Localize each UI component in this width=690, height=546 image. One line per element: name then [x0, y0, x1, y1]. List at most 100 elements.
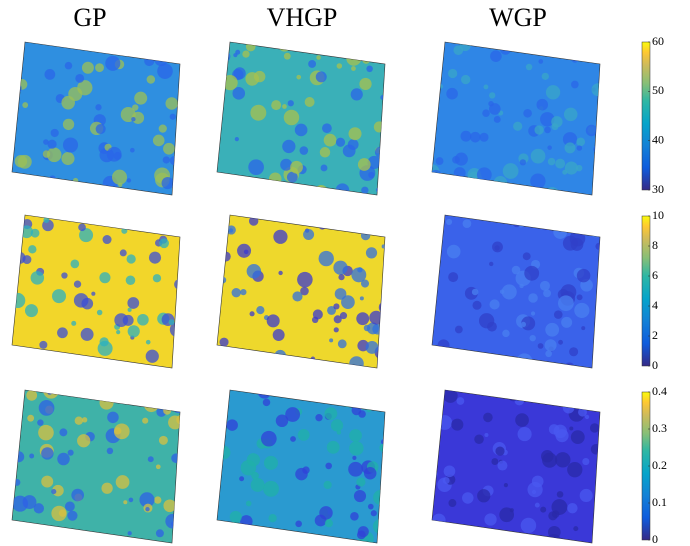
map-spot — [564, 108, 578, 122]
map-spot — [477, 167, 492, 182]
map-spot — [542, 73, 549, 80]
map-spot — [320, 147, 330, 157]
map-spot — [555, 159, 565, 169]
map-spot — [169, 319, 175, 325]
map-spot — [19, 527, 32, 540]
map-spot — [365, 44, 377, 56]
map-spot — [354, 490, 366, 502]
map-spot — [470, 132, 481, 143]
map-spot — [59, 428, 67, 436]
map-spot — [504, 483, 508, 487]
map-spot — [216, 245, 226, 255]
map-spot — [517, 353, 533, 369]
map-spot — [130, 148, 135, 153]
map-spot — [221, 61, 226, 66]
map-spot — [220, 277, 227, 284]
map-spot — [282, 140, 295, 153]
map-spot — [75, 74, 84, 83]
map-spot — [43, 150, 50, 157]
map-spot — [44, 69, 55, 80]
map-spot — [477, 489, 490, 502]
map-spot — [22, 102, 28, 108]
map-spot — [25, 304, 38, 317]
map-spot — [269, 514, 277, 522]
map-spot — [357, 267, 362, 272]
map-spot — [149, 252, 161, 264]
map-spot — [240, 515, 253, 528]
map-spot — [571, 56, 578, 63]
map-spot — [10, 272, 19, 281]
map-spot — [74, 281, 81, 288]
map-spot — [73, 178, 78, 183]
map-spot — [173, 402, 184, 413]
map-spot — [127, 254, 136, 263]
map-spot — [99, 272, 110, 283]
map-spot — [29, 454, 34, 459]
map-spot — [567, 462, 582, 477]
map-spot — [282, 104, 287, 109]
map-spot — [296, 75, 301, 80]
map-spot — [8, 181, 15, 188]
map-spot — [126, 275, 136, 285]
map-spot — [219, 51, 231, 63]
map-spot — [82, 417, 87, 422]
map-spot — [453, 45, 463, 55]
map-spot — [217, 348, 228, 359]
map-spot — [295, 521, 302, 528]
map-spot — [162, 46, 170, 54]
map-spot — [380, 497, 387, 504]
figure: GP VHGP WGP 30405060024681000.10.20.30.4 — [0, 0, 690, 546]
map-spot — [482, 109, 490, 117]
map-spot — [343, 144, 356, 157]
map-spot — [490, 299, 500, 309]
map-spot — [334, 315, 342, 323]
map-spot — [521, 322, 526, 327]
map-spot — [235, 50, 240, 55]
map-spot — [333, 303, 339, 309]
map-spot — [63, 119, 74, 130]
map-spot — [361, 187, 368, 194]
map-spot — [540, 281, 550, 291]
map-spot — [163, 143, 175, 155]
colorbar-tick-label: 0.3 — [652, 421, 667, 435]
map-spot — [68, 450, 74, 456]
map-spot — [51, 489, 56, 494]
map-spot — [427, 356, 442, 371]
map-spot — [147, 75, 155, 83]
map-spot — [366, 341, 379, 354]
map-spot — [250, 105, 266, 121]
map-spot — [213, 215, 225, 227]
map-spot — [452, 156, 460, 164]
map-spot — [161, 217, 174, 230]
map-spot — [116, 330, 120, 334]
map-spot — [548, 526, 561, 539]
column-title: GP — [73, 3, 106, 32]
colorbar-tick-label: 60 — [652, 34, 664, 48]
map-spot — [573, 526, 578, 531]
map-spot — [123, 500, 127, 504]
map-spot — [373, 519, 388, 534]
map-area — [12, 215, 180, 368]
map-panel — [427, 211, 603, 374]
map-spot — [524, 266, 539, 281]
map-spot — [292, 291, 302, 301]
map-spot — [327, 441, 340, 454]
map-spot — [438, 339, 450, 351]
map-spot — [523, 252, 531, 260]
map-spot — [78, 223, 86, 231]
map-spot — [543, 289, 551, 297]
map-spot — [562, 170, 567, 175]
map-spot — [273, 230, 287, 244]
map-spot — [43, 383, 59, 399]
map-spot — [575, 397, 580, 402]
map-spot — [300, 146, 309, 155]
map-spot — [321, 165, 328, 172]
map-spot — [263, 399, 270, 406]
colorbar-tick-label: 0 — [652, 532, 658, 546]
map-spot — [530, 214, 536, 220]
map-spot — [239, 476, 244, 481]
map-spot — [515, 413, 529, 427]
map-spot — [45, 356, 60, 371]
map-spot — [107, 448, 113, 454]
map-spot — [127, 297, 139, 309]
